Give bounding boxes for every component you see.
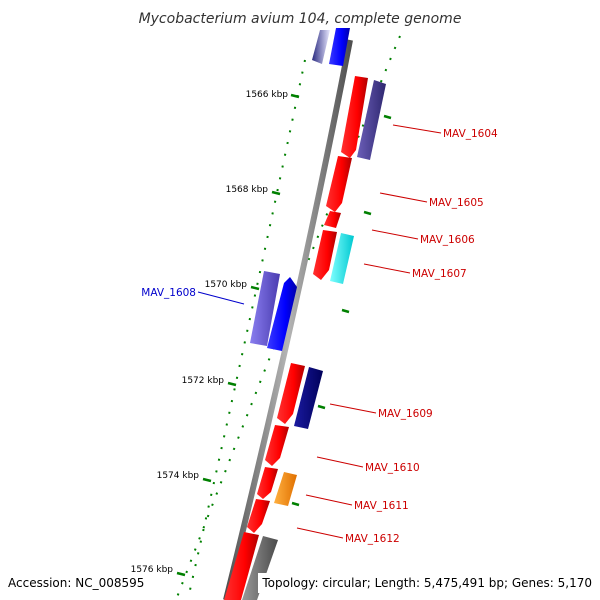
major-tick-1572 [227,381,237,387]
gene-arrow [329,28,350,66]
gene-arrow [357,80,386,160]
gene-arrow [330,233,354,284]
gene-arrow [267,277,297,351]
tick-label: 1574 kbp [157,471,200,481]
major-tick-1566 [290,93,300,99]
gene-arrow [247,499,270,533]
gene-arrow [312,30,330,64]
gene-arrow [242,536,278,600]
major-tick-1574 [202,477,212,483]
leader-line [371,229,419,240]
gene-label-mav-1609[interactable]: MAV_1609 [378,408,433,420]
gene-arrow [326,156,352,212]
outer-tick [317,404,326,410]
leader-line [305,494,353,506]
map-title: Mycobacterium avium 104, complete genome [139,11,462,27]
gene-label-mav-1606[interactable]: MAV_1606 [420,234,475,246]
major-tick-1568 [271,190,281,196]
leader-line [197,291,245,305]
gene-label-mav-1608[interactable]: MAV_1608 [141,287,196,299]
leader-line [296,527,344,539]
leader-line [379,192,428,203]
gene-arrow [265,425,289,466]
outer-tick-track [175,35,401,600]
gene-arrow [277,363,305,424]
tick-label: 1572 kbp [182,376,225,386]
gene-arrow [257,467,278,499]
gene-label-mav-1607[interactable]: MAV_1607 [412,268,467,280]
gene-arrow [274,472,297,506]
outer-tick [341,308,350,314]
gene-arrow [341,76,368,158]
gene-arrow [313,230,337,280]
gene-label-mav-1610[interactable]: MAV_1610 [365,462,420,474]
gene-arrow [294,367,323,429]
major-tick-1570 [250,285,260,291]
gene-arrow [224,532,259,600]
tick-label: 1576 kbp [131,565,174,575]
genome-summary-text: Topology: circular; Length: 5,475,491 bp… [258,573,592,593]
gene-label-mav-1612[interactable]: MAV_1612 [345,533,400,545]
major-tick-1576 [176,571,186,577]
gene-features [224,28,386,600]
leader-line [363,263,411,274]
tick-label: 1566 kbp [246,90,289,100]
gene-label-mav-1611[interactable]: MAV_1611 [354,500,409,512]
tick-label: 1570 kbp [205,280,248,290]
gene-arrow [250,271,280,346]
genome-backbone [223,39,353,600]
gene-arrow [324,211,341,228]
outer-tick [291,501,300,507]
outer-tick [363,210,372,216]
accession-text: Accession: NC_008595 [8,573,149,593]
gene-label-mav-1604[interactable]: MAV_1604 [443,128,498,140]
leader-line [392,124,442,134]
outer-tick [383,114,392,120]
gene-label-mav-1605[interactable]: MAV_1605 [429,197,484,209]
leader-line [316,456,364,468]
tick-label: 1568 kbp [226,185,269,195]
leader-line [329,403,377,414]
